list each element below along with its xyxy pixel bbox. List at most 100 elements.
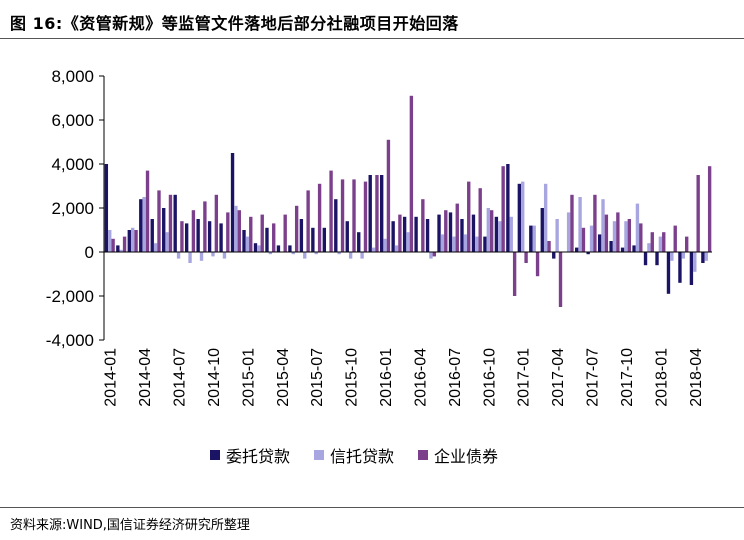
bar-trust-loans-2015-06: [299, 219, 304, 252]
bar-corporate-bonds-2015-03: [272, 223, 276, 252]
bar-entrusted-loans-2014-10: [211, 252, 215, 257]
source-note: 资料来源:WIND,国信证券经济研究所整理: [10, 518, 250, 533]
bar-corporate-bonds-2014-08: [191, 210, 196, 252]
bar-trust-loans-2016-08: [460, 219, 464, 252]
x-tick-label: 2015-07: [309, 348, 326, 407]
bar-entrusted-loans-2017-10: [624, 221, 628, 252]
bar-trust-loans-2014-03: [127, 230, 131, 252]
bar-trust-loans-2017-11: [632, 245, 636, 252]
bar-trust-loans-2016-09: [471, 214, 476, 252]
bar-corporate-bonds-2014-10: [214, 194, 219, 252]
x-tick-label: 2014-10: [206, 348, 223, 407]
bar-entrusted-loans-2017-07: [589, 225, 594, 252]
bar-corporate-bonds-2017-02: [535, 252, 540, 277]
bar-trust-loans-2015-04: [276, 245, 281, 252]
x-tick-label: 2017-01: [516, 348, 533, 407]
legend-item-trust-loans: 委托贷款: [210, 443, 290, 467]
x-tick-label: 2018-04: [688, 348, 705, 407]
y-tick-label: 8,000: [51, 67, 94, 86]
bar-corporate-bonds-2017-04: [558, 252, 563, 307]
bar-trust-loans-2015-11: [357, 232, 361, 252]
bar-entrusted-loans-2017-02: [532, 225, 536, 252]
bar-entrusted-loans-2018-03: [681, 252, 685, 259]
bar-entrusted-loans-2017-01: [521, 181, 525, 252]
bar-entrusted-loans-2016-05: [429, 252, 433, 259]
bar-corporate-bonds-2016-12: [512, 252, 517, 296]
bar-corporate-bonds-2015-07: [317, 183, 322, 252]
title-divider: [0, 38, 744, 39]
bar-corporate-bonds-2014-03: [134, 230, 138, 252]
x-tick-label: 2014-01: [103, 348, 120, 407]
bar-trust-loans-2014-07: [173, 194, 177, 252]
bar-trust-loans-2017-10: [620, 247, 625, 252]
bar-corporate-bonds-2014-04: [145, 170, 150, 252]
bar-entrusted-loans-2017-03: [543, 183, 548, 252]
bar-trust-loans-2015-09: [334, 199, 338, 252]
y-tick-label: -2,000: [46, 287, 94, 306]
bar-corporate-bonds-2014-02: [122, 236, 127, 252]
bar-trust-loans-2015-07: [311, 227, 315, 252]
bar-corporate-bonds-2015-02: [260, 214, 264, 252]
bar-corporate-bonds-2014-06: [168, 194, 173, 252]
x-tick-label: 2016-04: [412, 348, 429, 407]
bar-corporate-bonds-2016-11: [501, 166, 505, 252]
legend-label-corporate-bonds: 企业债券: [434, 447, 499, 466]
y-tick-label: 0: [85, 243, 94, 262]
bar-corporate-bonds-2014-05: [157, 190, 161, 252]
x-tick-label: 2017-04: [550, 348, 567, 407]
bar-trust-loans-2016-06: [437, 214, 441, 252]
bar-corporate-bonds-2015-06: [306, 190, 310, 252]
bar-trust-loans-2016-01: [380, 175, 384, 252]
bar-corporate-bonds-2016-07: [455, 203, 459, 252]
bar-entrusted-loans-2015-05: [291, 252, 295, 255]
bar-corporate-bonds-2017-09: [616, 212, 620, 252]
bar-entrusted-loans-2014-04: [142, 197, 146, 252]
bar-trust-loans-2017-04: [552, 252, 556, 259]
bar-trust-loans-2014-09: [196, 219, 200, 252]
bar-corporate-bonds-2017-11: [639, 223, 643, 252]
y-tick-label: 4,000: [51, 155, 94, 174]
bar-entrusted-loans-2016-11: [498, 221, 502, 252]
x-tick-label: 2014-07: [172, 348, 189, 407]
bar-trust-loans-2017-01: [517, 183, 522, 252]
bar-trust-loans-2016-12: [506, 164, 510, 252]
bar-entrusted-loans-2016-08: [463, 234, 468, 252]
bar-entrusted-loans-2014-02: [119, 249, 123, 252]
bar-entrusted-loans-2015-10: [348, 252, 353, 259]
bar-entrusted-loans-2014-12: [234, 205, 238, 252]
bar-entrusted-loans-2018-04: [693, 252, 697, 272]
bar-entrusted-loans-2018-05: [704, 252, 708, 261]
bar-entrusted-loans-2016-06: [440, 234, 445, 252]
bar-trust-loans-2017-06: [575, 247, 579, 252]
bar-trust-loans-2014-04: [139, 199, 143, 252]
bar-entrusted-loans-2015-02: [257, 245, 261, 252]
bar-entrusted-loans-2016-03: [406, 232, 410, 252]
bar-corporate-bonds-2016-10: [489, 210, 494, 252]
legend-swatch-corporate-bonds: [418, 450, 429, 460]
bar-entrusted-loans-2017-09: [612, 221, 617, 252]
bar-trust-loans-2015-01: [242, 230, 246, 252]
bar-trust-loans-2018-02: [666, 252, 671, 294]
y-tick-label: 2,000: [51, 199, 94, 218]
bar-corporate-bonds-2016-01: [386, 139, 391, 252]
bar-trust-loans-2017-09: [609, 241, 613, 252]
bar-entrusted-loans-2015-07: [314, 252, 318, 255]
bar-trust-loans-2016-10: [483, 236, 487, 252]
bar-trust-loans-2014-08: [184, 223, 189, 252]
bar-corporate-bonds-2016-04: [421, 199, 425, 252]
bar-entrusted-loans-2014-05: [153, 243, 158, 252]
bar-trust-loans-2016-04: [414, 216, 418, 252]
bar-trust-loans-2015-03: [265, 227, 269, 252]
bar-corporate-bonds-2017-12: [650, 232, 654, 252]
bar-trust-loans-2017-07: [586, 252, 590, 255]
bar-trust-loans-2014-02: [116, 245, 120, 252]
bar-corporate-bonds-2017-10: [627, 219, 632, 252]
x-tick-label: 2015-10: [344, 348, 361, 407]
legend-label-trust-loans: 委托贷款: [226, 447, 291, 466]
bar-entrusted-loans-2014-06: [165, 232, 169, 252]
bar-corporate-bonds-2014-09: [203, 201, 207, 252]
bar-corporate-bonds-2015-04: [283, 214, 287, 252]
bar-corporate-bonds-2017-03: [547, 241, 551, 252]
x-tick-label: 2018-01: [653, 348, 670, 407]
bar-trust-loans-2015-10: [345, 221, 349, 252]
